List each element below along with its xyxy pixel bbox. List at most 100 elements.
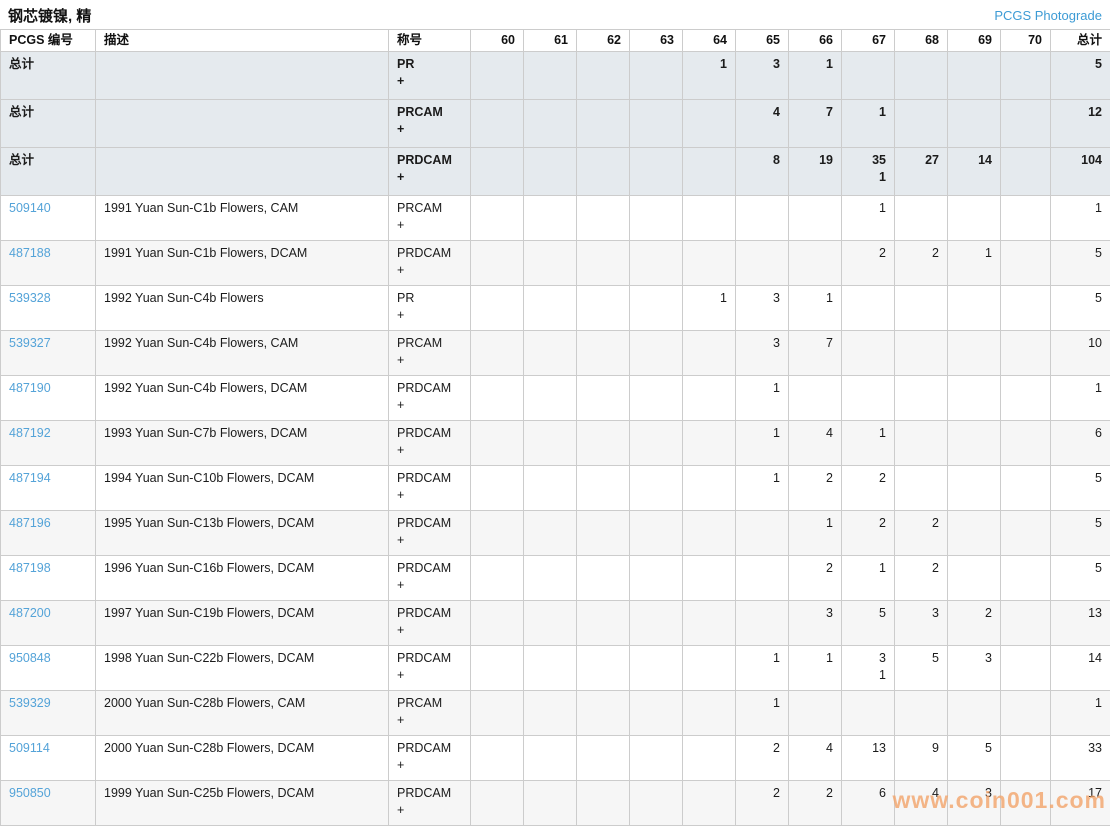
column-header-60: 60 <box>471 30 524 52</box>
pcgs-number-link[interactable]: 509140 <box>9 201 51 215</box>
column-header-63: 63 <box>630 30 683 52</box>
designation-plus: + <box>397 802 462 819</box>
pcgs-number-link[interactable]: 487200 <box>9 606 51 620</box>
grade-cell-62 <box>577 148 630 196</box>
designation-name: PRDCAM <box>397 153 452 167</box>
designation-name: PR <box>397 291 414 305</box>
column-header-62: 62 <box>577 30 630 52</box>
pcgs-number-link[interactable]: 539328 <box>9 291 51 305</box>
grade-cell-69: 1 <box>948 241 1001 286</box>
designation-plus: + <box>397 577 462 594</box>
grade-cell-70 <box>1001 196 1051 241</box>
column-header-pcgs: PCGS 编号 <box>1 30 96 52</box>
designation-plus: + <box>397 487 462 504</box>
grade-cell-60 <box>471 286 524 331</box>
designation-cell: PRDCAM+ <box>389 736 471 781</box>
designation-cell: PRDCAM+ <box>389 601 471 646</box>
designation-name: PRCAM <box>397 201 442 215</box>
designation-name: PRCAM <box>397 105 443 119</box>
grade-cell-65: 1 <box>736 691 789 736</box>
grade-cell-69 <box>948 556 1001 601</box>
grade-cell-63 <box>630 286 683 331</box>
pcgs-number-link[interactable]: 509114 <box>9 741 50 755</box>
column-header-64: 64 <box>683 30 736 52</box>
grade-cell-62 <box>577 241 630 286</box>
description-cell: 1993 Yuan Sun-C7b Flowers, DCAM <box>96 421 389 466</box>
pcgs-number-link[interactable]: 539327 <box>9 336 51 350</box>
grade-cell-60 <box>471 241 524 286</box>
grade-cell-69: 3 <box>948 781 1001 826</box>
grade-cell-64 <box>683 466 736 511</box>
designation-cell: PRDCAM+ <box>389 781 471 826</box>
grade-cell-60 <box>471 421 524 466</box>
grade-cell-61 <box>524 646 577 691</box>
pcgs-number-link[interactable]: 487190 <box>9 381 51 395</box>
pcgs-number-link[interactable]: 539329 <box>9 696 51 710</box>
grade-cell-60 <box>471 331 524 376</box>
grade-cell-62 <box>577 286 630 331</box>
grade-cell-61 <box>524 376 577 421</box>
pcgs-number-link[interactable]: 487196 <box>9 516 51 530</box>
grade-cell-69 <box>948 421 1001 466</box>
grade-cell-64 <box>683 196 736 241</box>
designation-plus: + <box>397 532 462 549</box>
grade-cell-67 <box>842 286 895 331</box>
grade-cell-61 <box>524 421 577 466</box>
grade-cell-62 <box>577 781 630 826</box>
description-cell: 1992 Yuan Sun-C4b Flowers, DCAM <box>96 376 389 421</box>
grade-cell-67: 2 <box>842 466 895 511</box>
column-header-65: 65 <box>736 30 789 52</box>
description-cell: 1995 Yuan Sun-C13b Flowers, DCAM <box>96 511 389 556</box>
description-cell: 1992 Yuan Sun-C4b Flowers <box>96 286 389 331</box>
pcgs-number-cell: 487192 <box>1 421 96 466</box>
grade-cell-60 <box>471 148 524 196</box>
pcgs-number-cell: 950850 <box>1 781 96 826</box>
grade-cell-66: 4 <box>789 736 842 781</box>
grade-cell-63 <box>630 511 683 556</box>
pcgs-number-link[interactable]: 487192 <box>9 426 51 440</box>
pcgs-number-link[interactable]: 487194 <box>9 471 51 485</box>
grade-cell-65: 1 <box>736 466 789 511</box>
designation-name: PRDCAM <box>397 426 451 440</box>
grade-cell-69 <box>948 466 1001 511</box>
pcgs-number-cell: 487198 <box>1 556 96 601</box>
grade-cell-61 <box>524 466 577 511</box>
grade-cell-65: 2 <box>736 736 789 781</box>
pcgs-number-link[interactable]: 487188 <box>9 246 51 260</box>
designation-cell: PRDCAM+ <box>389 148 471 196</box>
grade-cell-68 <box>895 196 948 241</box>
pcgs-number-cell: 539327 <box>1 331 96 376</box>
grade-cell-68 <box>895 376 948 421</box>
description-cell: 1991 Yuan Sun-C1b Flowers, CAM <box>96 196 389 241</box>
grade-cell-68: 2 <box>895 556 948 601</box>
grade-cell-66 <box>789 376 842 421</box>
designation-plus: + <box>397 307 462 324</box>
pcgs-number-cell: 487188 <box>1 241 96 286</box>
photograde-link[interactable]: PCGS Photograde <box>994 8 1102 23</box>
designation-cell: PRDCAM+ <box>389 376 471 421</box>
grade-cell-70 <box>1001 556 1051 601</box>
designation-plus: + <box>397 73 462 90</box>
total-cell: 1 <box>1051 376 1110 421</box>
grade-cell-62 <box>577 601 630 646</box>
pcgs-number-link[interactable]: 950848 <box>9 651 51 665</box>
pcgs-number-link[interactable]: 950850 <box>9 786 51 800</box>
pcgs-number-link[interactable]: 487198 <box>9 561 51 575</box>
grade-cell-69: 14 <box>948 148 1001 196</box>
designation-plus: + <box>397 667 462 684</box>
total-cell: 33 <box>1051 736 1110 781</box>
grade-cell-63 <box>630 148 683 196</box>
grade-cell-66: 7 <box>789 100 842 148</box>
grade-cell-70 <box>1001 376 1051 421</box>
grade-cell-67 <box>842 331 895 376</box>
total-label-cell: 总计 <box>1 100 96 148</box>
designation-name: PRCAM <box>397 696 442 710</box>
